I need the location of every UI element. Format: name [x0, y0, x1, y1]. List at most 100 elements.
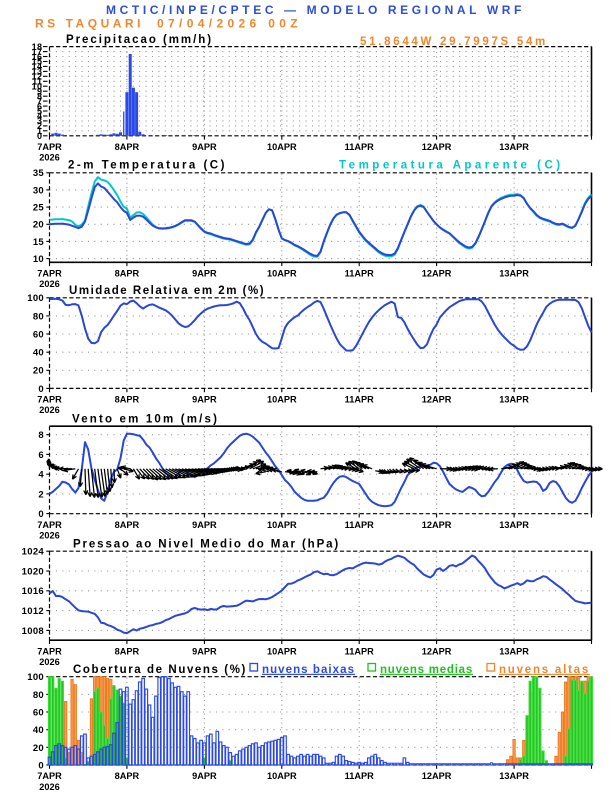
- svg-text:16: 16: [32, 52, 43, 62]
- svg-text:7APR: 7APR: [37, 395, 62, 405]
- svg-text:Precipitacao (mm/h): Precipitacao (mm/h): [66, 34, 213, 46]
- svg-text:40: 40: [33, 348, 44, 359]
- svg-text:6: 6: [37, 101, 42, 111]
- svg-text:7APR: 7APR: [37, 142, 62, 152]
- svg-text:6: 6: [38, 450, 44, 461]
- svg-text:2: 2: [38, 489, 44, 500]
- svg-text:Temperatura Aparente (C): Temperatura Aparente (C): [339, 160, 564, 172]
- svg-text:10APR: 10APR: [267, 269, 297, 279]
- svg-text:2026: 2026: [39, 405, 59, 415]
- svg-text:11APR: 11APR: [345, 395, 374, 405]
- svg-text:20: 20: [33, 743, 44, 754]
- svg-text:1012: 1012: [22, 606, 44, 617]
- svg-text:0: 0: [38, 760, 44, 771]
- svg-text:10APR: 10APR: [267, 395, 297, 405]
- svg-text:12APR: 12APR: [422, 142, 452, 152]
- svg-text:7APR: 7APR: [37, 520, 62, 530]
- svg-text:8: 8: [38, 430, 44, 441]
- svg-text:13APR: 13APR: [499, 646, 529, 656]
- svg-text:11: 11: [32, 77, 42, 87]
- svg-text:7APR: 7APR: [37, 771, 62, 781]
- svg-text:15: 15: [33, 237, 45, 248]
- svg-text:7APR: 7APR: [37, 646, 62, 656]
- svg-text:2: 2: [37, 121, 42, 131]
- svg-text:1: 1: [37, 126, 42, 136]
- svg-text:25: 25: [33, 203, 45, 214]
- svg-text:14: 14: [32, 62, 43, 72]
- svg-text:0: 0: [38, 384, 44, 395]
- svg-text:4: 4: [38, 470, 44, 481]
- svg-text:40: 40: [33, 725, 44, 736]
- svg-text:Pressao ao Nivel Medio do Mar: Pressao ao Nivel Medio do Mar (hPa): [73, 538, 340, 550]
- svg-text:9APR: 9APR: [192, 142, 217, 152]
- svg-text:11APR: 11APR: [345, 646, 374, 656]
- svg-text:13APR: 13APR: [499, 520, 529, 530]
- svg-text:11APR: 11APR: [345, 520, 374, 530]
- svg-text:9APR: 9APR: [192, 771, 217, 781]
- svg-text:2-m Temperatura (C): 2-m Temperatura (C): [68, 160, 227, 172]
- svg-text:1020: 1020: [22, 566, 44, 577]
- svg-text:100: 100: [27, 672, 44, 683]
- svg-text:10: 10: [32, 82, 43, 92]
- svg-text:13APR: 13APR: [499, 142, 529, 152]
- svg-text:9APR: 9APR: [192, 269, 217, 279]
- svg-text:17: 17: [32, 47, 43, 57]
- svg-text:60: 60: [33, 707, 44, 718]
- svg-text:10APR: 10APR: [267, 520, 297, 530]
- svg-text:Cobertura de Nuvens (%): Cobertura de Nuvens (%): [73, 664, 247, 676]
- svg-text:100: 100: [27, 293, 44, 304]
- svg-text:13APR: 13APR: [499, 771, 529, 781]
- svg-text:12APR: 12APR: [422, 520, 452, 530]
- svg-text:nuvens baixas: nuvens baixas: [262, 664, 355, 676]
- svg-text:20: 20: [33, 366, 44, 377]
- svg-text:12APR: 12APR: [422, 269, 452, 279]
- svg-text:11APR: 11APR: [345, 142, 374, 152]
- svg-text:11APR: 11APR: [345, 771, 374, 781]
- svg-text:35: 35: [33, 168, 45, 179]
- svg-text:nuvens altas: nuvens altas: [499, 664, 590, 676]
- svg-text:8APR: 8APR: [115, 395, 140, 405]
- svg-text:51.8644W 29.7997S 54m: 51.8644W 29.7997S 54m: [360, 36, 548, 48]
- svg-text:3: 3: [37, 116, 42, 126]
- svg-text:Vento em 10m (m/s): Vento em 10m (m/s): [72, 413, 219, 425]
- svg-text:RS TAQUARI: RS TAQUARI: [35, 16, 144, 30]
- svg-text:8: 8: [37, 91, 42, 101]
- svg-text:2026: 2026: [39, 657, 59, 667]
- svg-text:MCTIC/INPE/CPTEC — MODELO REGI: MCTIC/INPE/CPTEC — MODELO REGIONAL WRF: [106, 3, 525, 17]
- svg-text:9: 9: [37, 86, 42, 96]
- svg-text:8APR: 8APR: [115, 142, 140, 152]
- svg-text:8APR: 8APR: [115, 771, 140, 781]
- svg-text:5: 5: [37, 106, 42, 116]
- svg-text:11APR: 11APR: [345, 269, 374, 279]
- svg-text:60: 60: [33, 330, 44, 341]
- svg-text:12APR: 12APR: [422, 646, 452, 656]
- svg-text:9APR: 9APR: [192, 520, 217, 530]
- svg-text:0: 0: [38, 509, 44, 520]
- svg-text:80: 80: [33, 690, 44, 701]
- svg-text:2026: 2026: [39, 531, 59, 541]
- svg-text:4: 4: [37, 111, 42, 121]
- svg-text:12APR: 12APR: [422, 771, 452, 781]
- svg-text:10: 10: [33, 254, 44, 265]
- svg-text:2026: 2026: [39, 153, 59, 163]
- svg-text:8APR: 8APR: [115, 520, 140, 530]
- svg-text:13: 13: [32, 67, 43, 77]
- svg-text:7: 7: [37, 96, 42, 106]
- svg-text:15: 15: [32, 57, 43, 67]
- svg-text:10APR: 10APR: [267, 142, 297, 152]
- svg-text:07/04/2026 00Z: 07/04/2026 00Z: [157, 16, 302, 30]
- svg-text:1016: 1016: [22, 586, 44, 597]
- svg-text:30: 30: [33, 185, 44, 196]
- svg-text:1008: 1008: [22, 626, 44, 637]
- svg-text:8APR: 8APR: [115, 646, 140, 656]
- svg-text:2026: 2026: [39, 279, 59, 289]
- svg-text:10APR: 10APR: [267, 771, 297, 781]
- svg-text:13APR: 13APR: [499, 269, 529, 279]
- svg-text:9APR: 9APR: [192, 646, 217, 656]
- svg-text:18: 18: [32, 42, 43, 52]
- svg-text:2026: 2026: [39, 782, 59, 792]
- svg-text:20: 20: [33, 220, 44, 231]
- svg-text:nuvens medias: nuvens medias: [380, 664, 473, 676]
- svg-text:9APR: 9APR: [192, 395, 217, 405]
- svg-text:80: 80: [33, 311, 44, 322]
